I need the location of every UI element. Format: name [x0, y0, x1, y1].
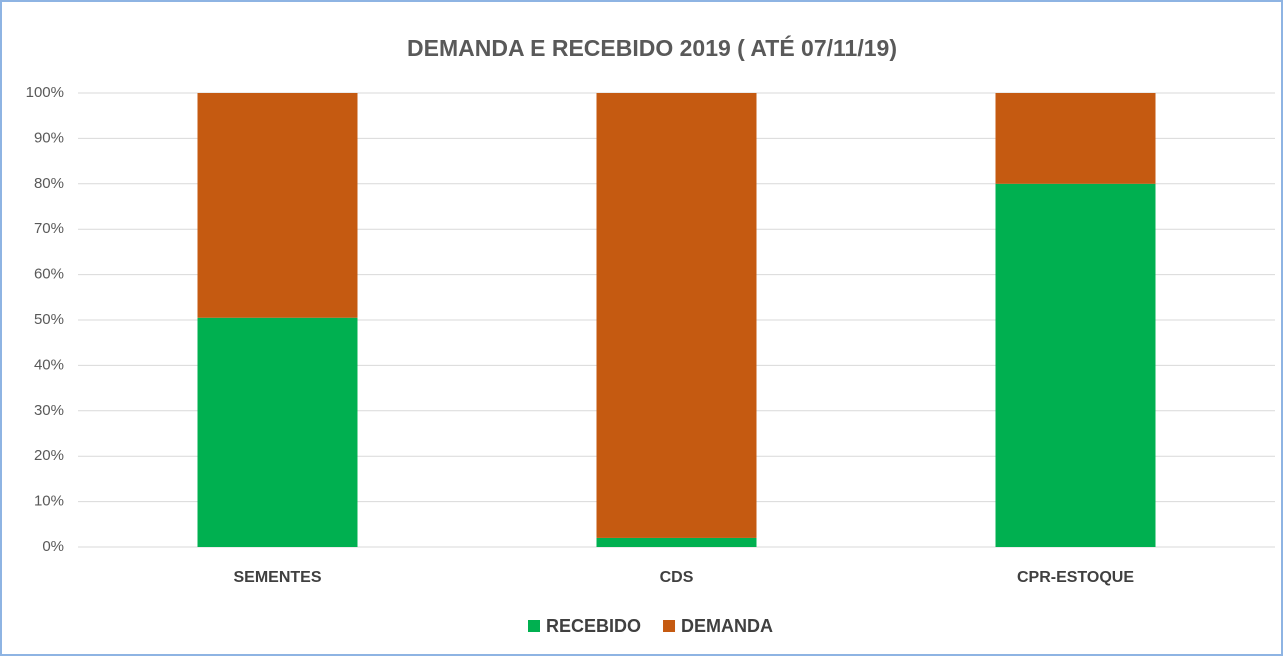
y-tick-label: 10% [34, 493, 64, 510]
y-tick-label: 70% [34, 220, 64, 237]
bar-segment [596, 537, 757, 547]
legend-label: RECEBIDO [546, 616, 641, 636]
y-tick-label: 60% [34, 266, 64, 283]
y-tick-label: 50% [34, 311, 64, 328]
legend-swatch [663, 620, 676, 632]
x-tick-label: CDS [660, 569, 694, 586]
y-tick-label: 30% [34, 402, 64, 419]
x-tick-label: CPR-ESTOQUE [1017, 569, 1134, 586]
y-tick-label: 100% [26, 84, 64, 101]
x-tick-label: SEMENTES [233, 569, 321, 586]
y-tick-label: 20% [34, 447, 64, 464]
y-tick-label: 80% [34, 175, 64, 192]
bar-segment [995, 183, 1156, 548]
legend-swatch [528, 620, 540, 632]
bar-segment [197, 317, 358, 547]
bar-segment [596, 93, 757, 538]
y-tick-label: 0% [42, 538, 64, 555]
y-tick-label: 90% [34, 129, 64, 146]
bar-segment [197, 93, 358, 318]
legend-label: DEMANDA [681, 616, 773, 636]
bar-segment [995, 93, 1156, 184]
chart-title: DEMANDA E RECEBIDO 2019 ( ATÉ 07/11/19) [407, 34, 897, 61]
y-tick-label: 40% [34, 356, 64, 373]
